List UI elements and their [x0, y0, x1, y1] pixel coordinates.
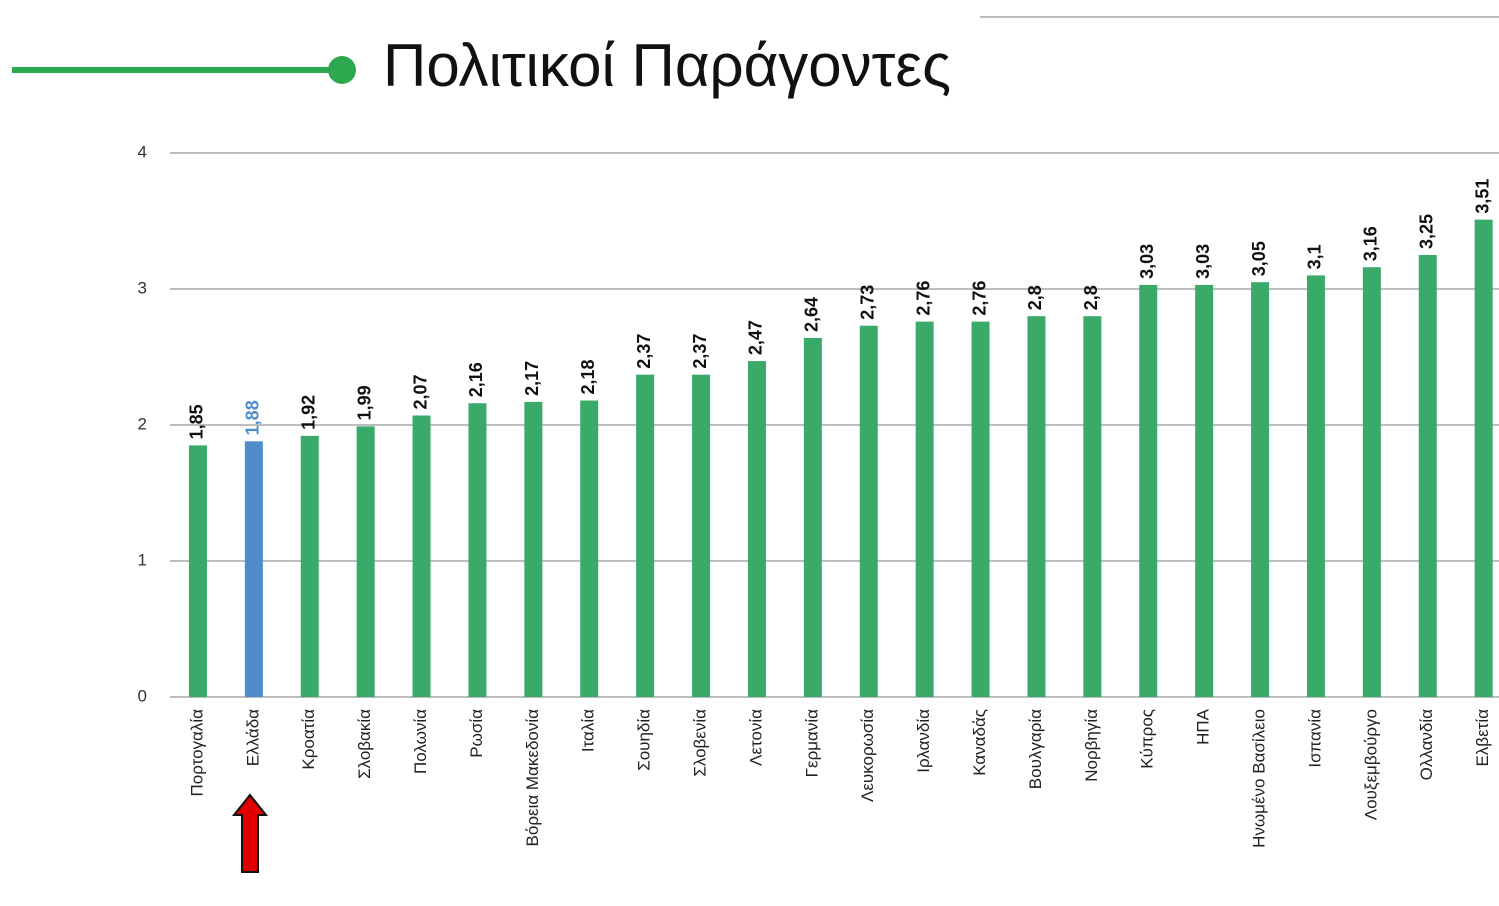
bar	[412, 415, 431, 697]
value-label: 2,16	[466, 362, 486, 397]
x-tick-label: Πορτογαλία	[187, 709, 206, 797]
bar	[1306, 275, 1325, 697]
x-tick-label: Καναδάς	[970, 709, 989, 776]
bar	[1251, 282, 1270, 697]
bar	[859, 325, 878, 697]
title-dot	[328, 56, 356, 84]
value-label: 3,51	[1472, 179, 1492, 214]
value-label: 1,85	[187, 404, 207, 439]
value-label: 2,73	[858, 285, 878, 320]
bar	[1027, 316, 1046, 697]
value-label: 2,47	[746, 320, 766, 355]
bar	[188, 445, 207, 697]
x-tick-label: Λετονία	[746, 709, 765, 766]
x-tick-label: ΗΠΑ	[1194, 708, 1213, 745]
y-tick-label: 0	[138, 686, 147, 705]
highlight-arrow	[231, 793, 269, 873]
bar	[468, 403, 487, 697]
x-tick-label: Σλοβενία	[691, 709, 710, 777]
x-tick-label: Πολωνία	[411, 709, 430, 774]
bar	[803, 337, 822, 697]
bar	[300, 435, 319, 697]
bar	[1362, 267, 1381, 697]
value-label: 2,07	[410, 374, 430, 409]
value-label: 3,1	[1305, 244, 1325, 269]
value-label: 2,37	[634, 334, 654, 369]
y-tick-label: 2	[138, 414, 147, 433]
x-tick-label: Λουξεμβούργο	[1361, 709, 1380, 820]
value-label: 2,17	[522, 361, 542, 396]
value-label: 2,76	[969, 281, 989, 316]
x-tick-label: Λευκορωσία	[858, 709, 877, 802]
value-label: 3,03	[1137, 244, 1157, 279]
value-label: 2,8	[1081, 285, 1101, 310]
bar	[636, 374, 655, 697]
bar	[1418, 255, 1437, 697]
chart-title: Πολιτικοί Παράγοντες	[383, 32, 951, 99]
value-label: 2,8	[1025, 285, 1045, 310]
y-tick-label: 3	[138, 278, 147, 297]
value-label: 1,88	[243, 400, 263, 435]
bar	[915, 321, 934, 697]
value-label: 2,76	[913, 281, 933, 316]
y-tick-label: 1	[138, 550, 147, 569]
value-label: 2,64	[802, 297, 822, 332]
x-tick-label: Ελλάδα	[243, 709, 262, 766]
x-tick-label: Γερμανία	[802, 709, 821, 778]
y-tick-label: 4	[138, 142, 147, 161]
x-tick-label: Νορβηγία	[1082, 709, 1101, 782]
bar	[692, 374, 711, 697]
bar	[1139, 284, 1158, 697]
bar	[1195, 284, 1214, 697]
value-label: 3,05	[1249, 241, 1269, 276]
bar	[1083, 316, 1102, 697]
x-tick-label: Ισπανία	[1305, 709, 1324, 768]
x-tick-label: Ελβετία	[1473, 709, 1492, 767]
value-label: 1,99	[354, 385, 374, 420]
value-label: 2,18	[578, 359, 598, 394]
x-tick-label: Ιταλία	[579, 709, 598, 752]
value-label: 3,03	[1193, 244, 1213, 279]
value-label: 3,25	[1417, 214, 1437, 249]
bar	[356, 426, 375, 697]
x-tick-label: Κροατία	[299, 709, 318, 770]
value-label: 2,37	[690, 334, 710, 369]
bar	[1474, 219, 1493, 697]
bar	[580, 400, 599, 697]
x-tick-label: Ολλανδία	[1417, 709, 1436, 781]
x-tick-label: Σλοβακία	[355, 709, 374, 779]
x-tick-label: Κύπρος	[1138, 709, 1157, 769]
bar	[971, 321, 990, 697]
x-tick-label: Βόρεια Μακεδονία	[523, 709, 542, 847]
x-tick-label: Ρωσία	[467, 709, 486, 758]
x-tick-label: Σουηδία	[635, 709, 654, 771]
x-tick-label: Ηνωμένο Βασίλειο	[1250, 709, 1269, 848]
x-tick-label: Βουλγαρία	[1026, 709, 1045, 789]
x-tick-label: Ιρλανδία	[914, 709, 933, 773]
bar	[244, 441, 263, 697]
value-label: 3,16	[1361, 226, 1381, 261]
bar	[747, 361, 766, 697]
bar	[524, 401, 543, 697]
value-label: 1,92	[299, 395, 319, 430]
